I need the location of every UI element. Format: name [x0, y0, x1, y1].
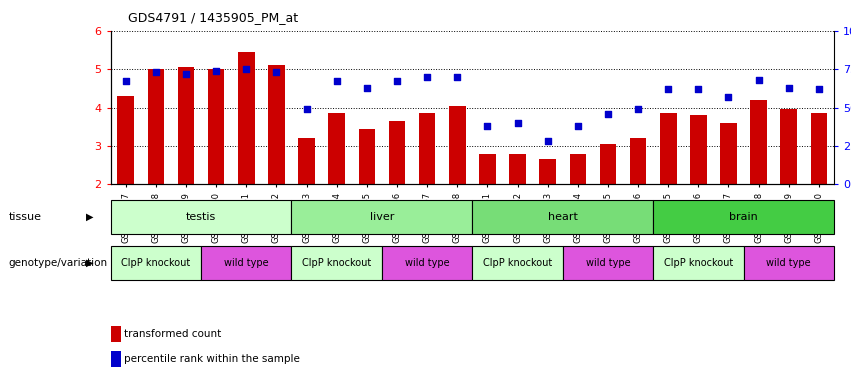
Bar: [472, 200, 654, 234]
Point: [180, 71, 193, 77]
Bar: [630, 138, 647, 184]
Bar: [569, 154, 586, 184]
Bar: [178, 67, 194, 184]
Point: [420, 74, 434, 80]
Bar: [449, 106, 465, 184]
Point: [661, 86, 675, 92]
Bar: [111, 246, 201, 280]
Point: [330, 78, 344, 84]
Point: [450, 74, 464, 80]
Bar: [660, 113, 677, 184]
Point: [270, 69, 283, 75]
Text: heart: heart: [548, 212, 578, 222]
Bar: [751, 100, 767, 184]
Text: liver: liver: [369, 212, 394, 222]
Point: [149, 69, 163, 75]
Bar: [472, 246, 563, 280]
Bar: [111, 200, 291, 234]
Point: [209, 68, 223, 74]
Text: wild type: wild type: [405, 258, 449, 268]
Point: [692, 86, 705, 92]
Bar: [654, 246, 744, 280]
Point: [782, 84, 796, 91]
Point: [541, 138, 555, 144]
Text: tissue: tissue: [9, 212, 42, 222]
Text: wild type: wild type: [767, 258, 811, 268]
Bar: [328, 113, 345, 184]
Bar: [690, 115, 706, 184]
Bar: [563, 246, 654, 280]
Text: percentile rank within the sample: percentile rank within the sample: [124, 354, 300, 364]
Bar: [654, 200, 834, 234]
Text: genotype/variation: genotype/variation: [9, 258, 107, 268]
Bar: [509, 154, 526, 184]
Point: [571, 123, 585, 129]
Bar: [208, 69, 225, 184]
Point: [601, 111, 614, 117]
Bar: [358, 129, 375, 184]
Bar: [298, 138, 315, 184]
Bar: [479, 154, 495, 184]
Text: wild type: wild type: [224, 258, 269, 268]
Bar: [600, 144, 616, 184]
Bar: [389, 121, 405, 184]
Bar: [382, 246, 472, 280]
Text: ClpP knockout: ClpP knockout: [664, 258, 733, 268]
Point: [511, 120, 524, 126]
Bar: [540, 159, 556, 184]
Bar: [238, 52, 254, 184]
Bar: [117, 96, 134, 184]
Bar: [744, 246, 834, 280]
Bar: [201, 246, 291, 280]
Bar: [780, 109, 797, 184]
Point: [239, 66, 253, 72]
Point: [119, 78, 133, 84]
Bar: [419, 113, 436, 184]
Text: ▶: ▶: [86, 258, 93, 268]
Text: wild type: wild type: [585, 258, 631, 268]
Point: [300, 106, 313, 112]
Point: [812, 86, 825, 92]
Point: [360, 84, 374, 91]
Point: [722, 94, 735, 100]
Text: ClpP knockout: ClpP knockout: [483, 258, 552, 268]
Text: ClpP knockout: ClpP knockout: [121, 258, 191, 268]
Point: [390, 78, 403, 84]
Point: [631, 106, 645, 112]
Text: brain: brain: [729, 212, 758, 222]
Text: testis: testis: [186, 212, 216, 222]
Text: GDS4791 / 1435905_PM_at: GDS4791 / 1435905_PM_at: [128, 12, 298, 25]
Text: ClpP knockout: ClpP knockout: [302, 258, 371, 268]
Bar: [291, 246, 382, 280]
Point: [751, 77, 765, 83]
Bar: [811, 113, 827, 184]
Bar: [268, 65, 285, 184]
Bar: [720, 123, 737, 184]
Text: transformed count: transformed count: [124, 329, 221, 339]
Bar: [147, 69, 164, 184]
Text: ▶: ▶: [86, 212, 93, 222]
Bar: [291, 200, 472, 234]
Point: [481, 123, 494, 129]
